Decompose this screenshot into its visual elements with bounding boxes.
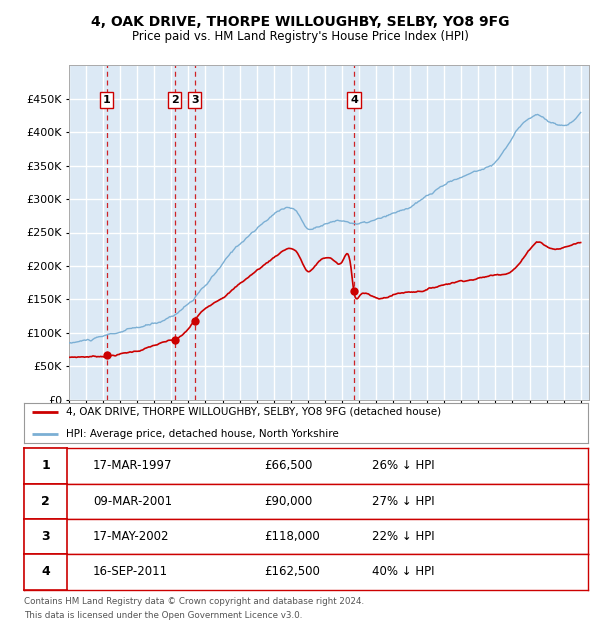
- Text: 4, OAK DRIVE, THORPE WILLOUGHBY, SELBY, YO8 9FG (detached house): 4, OAK DRIVE, THORPE WILLOUGHBY, SELBY, …: [66, 407, 442, 417]
- Text: £118,000: £118,000: [264, 530, 320, 543]
- Text: 16-SEP-2011: 16-SEP-2011: [93, 565, 168, 578]
- Text: 1: 1: [41, 459, 50, 472]
- Text: Contains HM Land Registry data © Crown copyright and database right 2024.: Contains HM Land Registry data © Crown c…: [24, 597, 364, 606]
- Text: 3: 3: [191, 95, 199, 105]
- Text: 1: 1: [103, 95, 110, 105]
- Text: 17-MAY-2002: 17-MAY-2002: [93, 530, 170, 543]
- Text: This data is licensed under the Open Government Licence v3.0.: This data is licensed under the Open Gov…: [24, 611, 302, 620]
- Text: 17-MAR-1997: 17-MAR-1997: [93, 459, 173, 472]
- Text: 2: 2: [171, 95, 178, 105]
- Text: Price paid vs. HM Land Registry's House Price Index (HPI): Price paid vs. HM Land Registry's House …: [131, 30, 469, 43]
- Text: HPI: Average price, detached house, North Yorkshire: HPI: Average price, detached house, Nort…: [66, 430, 339, 440]
- Text: 4: 4: [41, 565, 50, 578]
- Text: £162,500: £162,500: [264, 565, 320, 578]
- Text: £66,500: £66,500: [264, 459, 313, 472]
- Text: 3: 3: [41, 530, 50, 543]
- Text: 4, OAK DRIVE, THORPE WILLOUGHBY, SELBY, YO8 9FG: 4, OAK DRIVE, THORPE WILLOUGHBY, SELBY, …: [91, 16, 509, 30]
- Text: 2: 2: [41, 495, 50, 508]
- Text: 22% ↓ HPI: 22% ↓ HPI: [372, 530, 434, 543]
- Text: 27% ↓ HPI: 27% ↓ HPI: [372, 495, 434, 508]
- Text: 40% ↓ HPI: 40% ↓ HPI: [372, 565, 434, 578]
- Text: 09-MAR-2001: 09-MAR-2001: [93, 495, 172, 508]
- Text: 26% ↓ HPI: 26% ↓ HPI: [372, 459, 434, 472]
- Text: £90,000: £90,000: [264, 495, 312, 508]
- Text: 4: 4: [350, 95, 358, 105]
